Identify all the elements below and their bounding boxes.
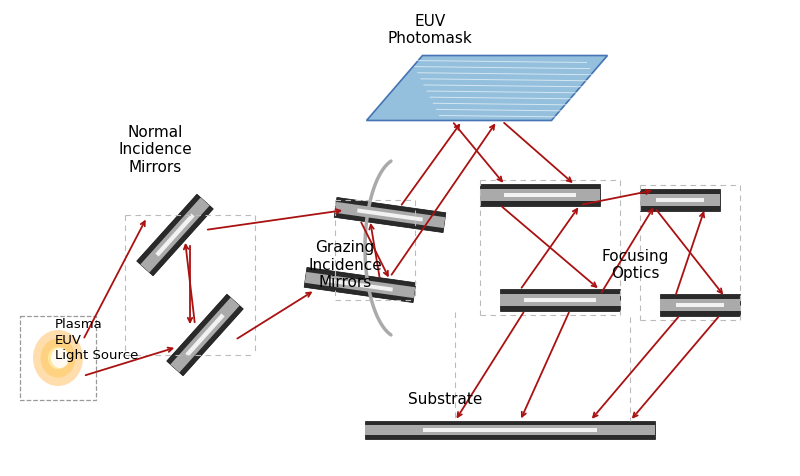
Polygon shape bbox=[423, 428, 597, 432]
Text: Focusing
Optics: Focusing Optics bbox=[602, 249, 669, 281]
Polygon shape bbox=[137, 194, 214, 276]
Polygon shape bbox=[640, 194, 720, 206]
Polygon shape bbox=[334, 202, 446, 228]
Text: Grazing
Incidence
Mirrors: Grazing Incidence Mirrors bbox=[308, 240, 382, 290]
Polygon shape bbox=[500, 289, 620, 311]
Polygon shape bbox=[640, 189, 720, 211]
Polygon shape bbox=[504, 193, 576, 197]
Polygon shape bbox=[366, 56, 607, 120]
Ellipse shape bbox=[51, 348, 69, 368]
Polygon shape bbox=[656, 198, 704, 202]
Polygon shape bbox=[155, 213, 194, 257]
Text: Plasma
EUV
Light Source: Plasma EUV Light Source bbox=[55, 318, 138, 361]
Polygon shape bbox=[304, 268, 416, 303]
Polygon shape bbox=[170, 298, 240, 373]
Polygon shape bbox=[327, 278, 393, 292]
Polygon shape bbox=[660, 299, 740, 311]
Polygon shape bbox=[480, 184, 600, 206]
Polygon shape bbox=[365, 425, 655, 435]
Polygon shape bbox=[186, 314, 225, 357]
Ellipse shape bbox=[33, 330, 83, 386]
Polygon shape bbox=[480, 189, 600, 201]
Polygon shape bbox=[357, 208, 423, 221]
Text: EUV
Photomask: EUV Photomask bbox=[388, 14, 472, 46]
Text: Normal
Incidence
Mirrors: Normal Incidence Mirrors bbox=[118, 125, 192, 175]
Polygon shape bbox=[500, 294, 620, 306]
Text: Substrate: Substrate bbox=[408, 393, 482, 407]
Polygon shape bbox=[676, 303, 724, 307]
Polygon shape bbox=[166, 294, 243, 376]
Polygon shape bbox=[140, 198, 210, 272]
Polygon shape bbox=[524, 298, 596, 302]
Polygon shape bbox=[334, 198, 446, 233]
Ellipse shape bbox=[41, 338, 75, 377]
Ellipse shape bbox=[48, 347, 68, 369]
Polygon shape bbox=[660, 294, 740, 316]
Polygon shape bbox=[305, 272, 415, 298]
Polygon shape bbox=[365, 421, 655, 439]
